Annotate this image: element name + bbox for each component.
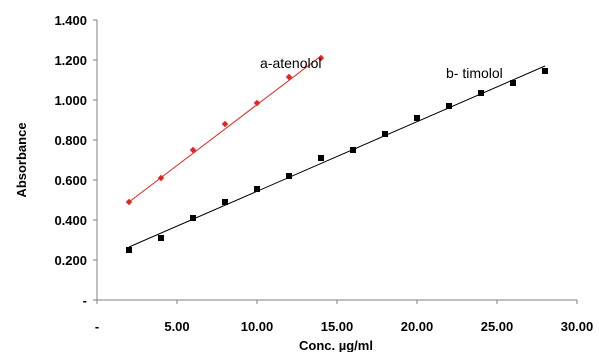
- series-label-b-timolol: b- timolol: [446, 65, 503, 81]
- series-a-atenolol: [125, 54, 325, 206]
- y-tick-label: 0.800: [54, 133, 87, 148]
- data-point: [254, 186, 260, 192]
- y-tick-label: 0.400: [54, 213, 87, 228]
- axes: - 0.200 0.400 0.600 0.800 1.000 1.200 1.400 - 5.…: [54, 13, 593, 334]
- data-point: [317, 54, 325, 62]
- data-point: [285, 73, 293, 81]
- data-point: [253, 99, 261, 107]
- data-point: [157, 174, 165, 182]
- data-point: [318, 155, 324, 161]
- data-point: [190, 215, 196, 221]
- x-ticks: - 5.00 10.00 15.00 20.00 25.00 30.00: [95, 300, 593, 334]
- y-tick-label: 1.000: [54, 93, 87, 108]
- data-point: [126, 247, 132, 253]
- y-tick-label: -: [83, 293, 87, 308]
- x-tick-label: 20.00: [401, 319, 434, 334]
- series-label-a-atenolol: a-atenolol: [260, 55, 322, 71]
- y-tick-label: 0.200: [54, 253, 87, 268]
- trendline-a-atenolol: [128, 55, 322, 203]
- data-point: [446, 103, 452, 109]
- y-ticks: - 0.200 0.400 0.600 0.800 1.000 1.200 1.400: [54, 13, 97, 308]
- x-tick-label: 25.00: [481, 319, 514, 334]
- y-axis-title: Absorbance: [14, 122, 29, 197]
- data-point: [510, 80, 516, 86]
- y-tick-label: 1.400: [54, 13, 87, 28]
- data-point: [382, 131, 388, 137]
- x-tick-label: 5.00: [164, 319, 189, 334]
- data-point: [189, 146, 197, 154]
- data-point: [414, 115, 420, 121]
- data-point: [478, 90, 484, 96]
- data-point: [158, 235, 164, 241]
- y-tick-label: 1.200: [54, 53, 87, 68]
- x-tick-label: -: [95, 319, 99, 334]
- data-point: [286, 173, 292, 179]
- y-tick-label: 0.600: [54, 173, 87, 188]
- x-tick-label: 30.00: [561, 319, 594, 334]
- data-point: [222, 199, 228, 205]
- x-tick-label: 15.00: [321, 319, 354, 334]
- series-layer: a-atenolol b- timolol: [125, 54, 548, 253]
- data-point: [542, 68, 548, 74]
- data-point: [221, 120, 229, 128]
- series-b-timolol: [126, 65, 548, 253]
- data-point: [125, 198, 133, 206]
- data-point: [350, 147, 356, 153]
- x-axis-title: Conc. µg/ml: [299, 338, 373, 352]
- trendline-b-timolol: [128, 65, 546, 248]
- x-tick-label: 10.00: [241, 319, 274, 334]
